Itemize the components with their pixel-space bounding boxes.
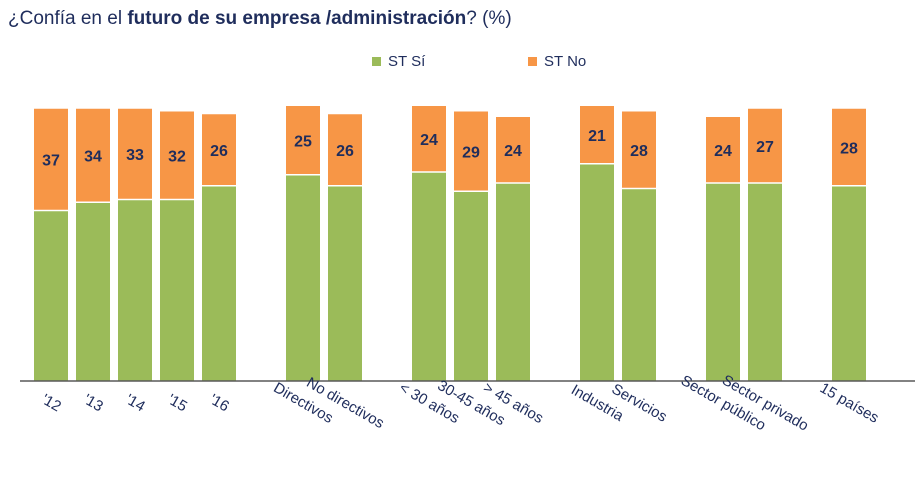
bar-st-no-industria bbox=[580, 106, 614, 164]
bar-st-no-15 bbox=[160, 111, 194, 200]
bar-st-si-no-directivos bbox=[328, 185, 362, 381]
bar-st-si-13 bbox=[76, 202, 110, 381]
bars: 37 34 33 32 26 25 26 24 29 24 21 28 24 27 28 bbox=[34, 106, 866, 381]
category-label-13: '13 bbox=[81, 391, 106, 416]
bar-st-si-45-años bbox=[496, 183, 530, 381]
data-label-st-no-14: 33 bbox=[126, 147, 144, 164]
data-label-st-no-15: 32 bbox=[168, 149, 186, 166]
category-label-16: '16 bbox=[207, 391, 232, 416]
bar-st-no-14 bbox=[118, 108, 152, 200]
title-prefix: ¿Confía en el bbox=[8, 8, 128, 29]
bar-st-no-no-directivos bbox=[328, 114, 362, 186]
bar-st-si-15-países bbox=[832, 185, 866, 381]
bar-st-si-12 bbox=[34, 210, 68, 381]
bar-st-no-45-años bbox=[496, 117, 530, 183]
bar-st-si-16 bbox=[202, 185, 236, 381]
bar-st-no-30-45-años bbox=[454, 111, 488, 192]
chart-title: ¿Confía en el futuro de su empresa /admi… bbox=[8, 8, 512, 30]
data-label-st-no-13: 34 bbox=[84, 149, 102, 166]
legend: ST Sí ST No bbox=[372, 53, 586, 70]
bar-st-no-12 bbox=[34, 108, 68, 211]
bar-st-no-directivos bbox=[286, 106, 320, 175]
bar-st-si-industria bbox=[580, 163, 614, 381]
bar-st-si-servicios bbox=[622, 188, 656, 381]
title-bold: futuro de su empresa /administración bbox=[127, 8, 467, 29]
bar-st-si-sector-público bbox=[706, 183, 740, 381]
legend-label-st-sí: ST Sí bbox=[388, 53, 426, 70]
legend-swatch-st-sí bbox=[372, 57, 381, 66]
category-label-14: '14 bbox=[123, 391, 148, 416]
category-label-15-países: 15 países bbox=[817, 379, 882, 426]
bar-st-no-15-países bbox=[832, 108, 866, 186]
bar-st-si-directivos bbox=[286, 174, 320, 381]
legend-swatch-st-no bbox=[528, 57, 537, 66]
bar-st-no-sector-público bbox=[706, 117, 740, 183]
bar-st-no-16 bbox=[202, 114, 236, 186]
data-label-st-no-15-países: 28 bbox=[840, 140, 858, 157]
bar-st-si-30-45-años bbox=[454, 191, 488, 381]
bar-st-no-servicios bbox=[622, 111, 656, 189]
data-label-st-no-sector-público: 24 bbox=[714, 143, 732, 160]
legend-label-st-no: ST No bbox=[544, 53, 586, 70]
data-label-st-no-servicios: 28 bbox=[630, 143, 648, 160]
data-label-st-no-45-años: 24 bbox=[504, 143, 522, 160]
bar-st-no-sector-privado bbox=[748, 108, 782, 183]
data-label-st-no-16: 26 bbox=[210, 143, 228, 160]
title-suffix: ? (%) bbox=[466, 8, 512, 29]
category-label-12: '12 bbox=[39, 391, 64, 416]
bar-st-no-13 bbox=[76, 108, 110, 203]
data-label-st-no-no-directivos: 26 bbox=[336, 143, 354, 160]
bar-st-si-30-años bbox=[412, 172, 446, 381]
bar-st-si-14 bbox=[118, 199, 152, 381]
data-label-st-no-12: 37 bbox=[42, 153, 60, 170]
data-label-st-no-sector-privado: 27 bbox=[756, 139, 774, 156]
category-label-15: '15 bbox=[165, 391, 190, 416]
bar-st-si-15 bbox=[160, 199, 194, 381]
data-label-st-no-directivos: 25 bbox=[294, 133, 312, 150]
bar-st-no-30-años bbox=[412, 106, 446, 172]
bar-st-si-sector-privado bbox=[748, 183, 782, 381]
data-label-st-no-industria: 21 bbox=[588, 128, 606, 145]
data-label-st-no-30-45-años: 29 bbox=[462, 144, 480, 161]
data-label-st-no-30-años: 24 bbox=[420, 132, 438, 149]
